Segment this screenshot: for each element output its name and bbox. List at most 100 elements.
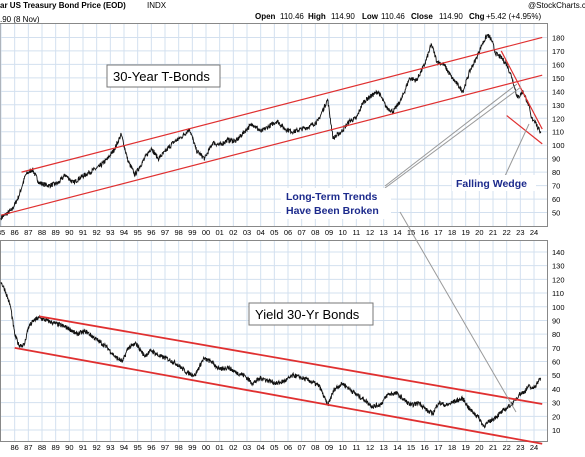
yield-y-tick-label: 130	[552, 262, 565, 271]
yield-y-tick-label: 10	[552, 426, 560, 435]
yield-x-tick-label: 02	[229, 443, 237, 452]
watermark: @StockCharts.com	[528, 1, 585, 10]
yield-x-tick-label: 24	[530, 443, 538, 452]
price-x-tick-label: 94	[120, 228, 128, 237]
price-y-tick-label: 110	[552, 128, 564, 137]
yield-x-tick-label: 93	[106, 443, 114, 452]
yield-x-tick-label: 01	[216, 443, 224, 452]
price-y-tick-label: 70	[552, 182, 560, 191]
yield-trendline	[14, 346, 543, 445]
yield-x-tick-label: 92	[92, 443, 100, 452]
chart-title: ar US Treasury Bond Price (EOD)	[0, 1, 126, 10]
yield-y-tick-label: 40	[552, 385, 560, 394]
yield-x-tick-label: 07	[298, 443, 306, 452]
price-x-tick-label: 96	[147, 228, 155, 237]
price-y-tick-label: 50	[552, 209, 560, 218]
yield-x-tick-label: 95	[133, 443, 141, 452]
price-x-tick-label: 12	[366, 228, 374, 237]
price-x-tick-label: 00	[202, 228, 210, 237]
falling-wedge-callout: Falling Wedge	[456, 178, 527, 190]
close-value: 114.90	[439, 12, 463, 21]
price-x-tick-label: 09	[325, 228, 333, 237]
price-trendlines	[0, 36, 543, 216]
yield-y-tick-label: 140	[552, 248, 565, 257]
price-x-tick-label: 89	[51, 228, 59, 237]
price-x-tick-label: 99	[188, 228, 196, 237]
yield-y-tick-label: 90	[552, 316, 560, 325]
yield-series-line	[0, 282, 542, 429]
price-x-tick-label: 88	[38, 228, 46, 237]
pointer-to-wedge	[504, 123, 530, 177]
yield-x-tick-label: 17	[434, 443, 442, 452]
price-x-tick-label: 91	[79, 228, 87, 237]
price-y-tick-label: 100	[552, 141, 565, 150]
pointer-to-yield-channel	[399, 211, 517, 413]
price-x-tick-label: 23	[516, 228, 524, 237]
yield-x-tick-label: 97	[161, 443, 169, 452]
price-y-tick-label: 180	[552, 33, 565, 42]
price-x-tick-label: 21	[489, 228, 497, 237]
price-x-tick-label: 86	[10, 228, 18, 237]
yield-x-tick-label: 00	[202, 443, 210, 452]
price-y-tick-label: 140	[552, 87, 565, 96]
yield-y-tick-label: 110	[552, 289, 564, 298]
yield-x-tick-label: 09	[325, 443, 333, 452]
yield-panel-title: Yield 30-Yr Bonds	[255, 307, 360, 322]
chg-label: Chg	[469, 12, 485, 21]
price-y-tick-label: 90	[552, 155, 560, 164]
yield-marks	[0, 282, 542, 429]
price-x-tick-label: 13	[380, 228, 388, 237]
price-trendline	[500, 50, 543, 130]
price-y-tick-label: 160	[552, 60, 565, 69]
header-band	[0, 0, 585, 10]
yield-trendline	[39, 315, 543, 405]
price-y-tick-label: 80	[552, 168, 560, 177]
price-x-tick-label: 16	[421, 228, 429, 237]
price-y-tick-label: 120	[552, 114, 565, 123]
price-x-tick-label: 07	[298, 228, 306, 237]
yield-trendlines	[14, 315, 543, 445]
price-x-tick-label: 05	[270, 228, 278, 237]
price-x-tick-label: 85	[0, 228, 5, 237]
long-term-callout-box	[281, 188, 391, 219]
low-label: Low	[362, 12, 379, 21]
price-x-tick-label: 01	[216, 228, 224, 237]
yield-x-axis: 86 87 88 89 90 91 92 93 94 95 96 97 98 99 00 01 02 03 04 05…	[10, 443, 538, 452]
open-label: Open	[255, 12, 276, 21]
price-x-tick-label: 08	[311, 228, 319, 237]
price-y-tick-label: 170	[552, 47, 565, 56]
price-y-axis: 50 60 70 80 90 100 110 120 130 140 150 160 170 180	[552, 33, 565, 217]
annotations: Long-Term Trends Have Been Broken Fallin…	[281, 83, 536, 413]
yield-x-tick-label: 96	[147, 443, 155, 452]
yield-x-tick-label: 20	[475, 443, 483, 452]
chg-value: +5.42 (+4.95%)	[486, 12, 541, 21]
price-trendline	[21, 36, 543, 173]
yield-x-tick-label: 94	[120, 443, 128, 452]
price-x-tick-label: 90	[65, 228, 73, 237]
price-trendline	[0, 74, 543, 216]
price-x-tick-label: 20	[475, 228, 483, 237]
price-x-tick-label: 22	[503, 228, 511, 237]
yield-x-tick-label: 11	[352, 443, 360, 452]
yield-x-tick-label: 90	[65, 443, 73, 452]
yield-x-tick-label: 14	[393, 443, 401, 452]
price-y-tick-label: 150	[552, 74, 565, 83]
price-y-tick-label: 130	[552, 101, 565, 110]
yield-x-tick-label: 86	[10, 443, 18, 452]
yield-x-tick-label: 10	[339, 443, 347, 452]
close-label: Close	[411, 12, 433, 21]
pointer-to-upper-trendline	[384, 83, 518, 187]
yield-x-tick-label: 88	[38, 443, 46, 452]
price-x-tick-label: 18	[448, 228, 456, 237]
yield-x-tick-label: 98	[175, 443, 183, 452]
yield-x-tick-label: 08	[311, 443, 319, 452]
callout-pointers	[384, 83, 530, 413]
yield-x-tick-label: 19	[462, 443, 470, 452]
yield-x-tick-label: 12	[366, 443, 374, 452]
long-term-callout-line2: Have Been Broken	[286, 205, 379, 217]
yield-x-tick-label: 15	[407, 443, 415, 452]
low-value: 110.46	[381, 12, 405, 21]
price-x-tick-label: 10	[339, 228, 347, 237]
price-x-tick-label: 17	[434, 228, 442, 237]
